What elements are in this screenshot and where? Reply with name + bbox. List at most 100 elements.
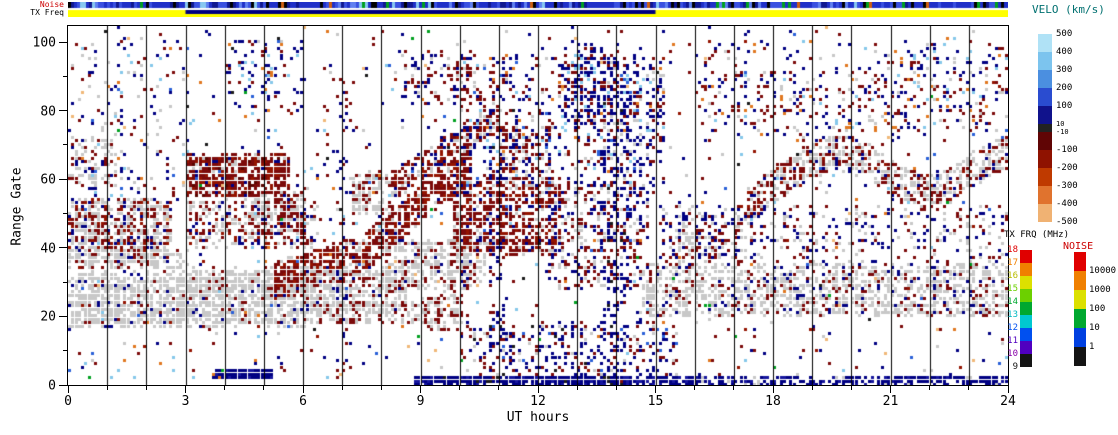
y-tick-label: 40 xyxy=(40,241,56,257)
noise-txfreq-strip-canvas xyxy=(68,2,1008,17)
x-tick-minor xyxy=(968,386,970,390)
y-tick-major xyxy=(59,41,68,43)
noise-colorbar-segment xyxy=(1074,290,1086,309)
velocity-colorbar-segment xyxy=(1038,88,1052,106)
x-tick-label: 12 xyxy=(530,394,546,409)
velocity-legend-label: -300 xyxy=(1056,181,1078,191)
x-tick-minor xyxy=(811,386,813,390)
x-tick-minor xyxy=(850,386,852,390)
noise-legend-label: 1000 xyxy=(1089,285,1111,295)
x-axis-label: UT hours xyxy=(506,410,570,425)
velocity-colorbar-segment xyxy=(1038,124,1052,132)
txfreq-colorbar-segment xyxy=(1020,315,1032,328)
x-tick-minor xyxy=(694,386,696,390)
x-tick-major xyxy=(772,386,774,393)
x-tick-label: 24 xyxy=(1000,394,1016,409)
velocity-colorbar-segment xyxy=(1038,132,1052,150)
noise-legend-label: 10 xyxy=(1089,323,1100,333)
x-tick-minor xyxy=(263,386,265,390)
y-tick-label: 100 xyxy=(32,35,56,51)
txfreq-legend-label: 18 xyxy=(1007,245,1018,255)
y-tick-minor xyxy=(63,75,68,77)
txfreq-colorbar-segment xyxy=(1020,250,1032,263)
y-tick-major xyxy=(59,178,68,180)
velocity-legend-title: VELO (km/s) xyxy=(1032,3,1105,16)
y-tick-label: 0 xyxy=(48,378,56,394)
txfreq-colorbar-segment xyxy=(1020,276,1032,289)
velocity-colorbar-segment xyxy=(1038,52,1052,70)
txfreq-legend-label: 11 xyxy=(1007,336,1018,346)
x-tick-label: 18 xyxy=(765,394,781,409)
velocity-colorbar-segment xyxy=(1038,150,1052,168)
velocity-legend-label: -200 xyxy=(1056,163,1078,173)
velocity-colorbar-segment xyxy=(1038,34,1052,52)
x-tick-label: 6 xyxy=(299,394,307,409)
velocity-legend-label: 300 xyxy=(1056,65,1073,75)
noise-legend-title: NOISE xyxy=(1063,241,1094,252)
y-tick-major xyxy=(59,384,68,386)
txfreq-colorbar-segment xyxy=(1020,302,1032,315)
velocity-legend-label: 200 xyxy=(1056,83,1073,93)
noise-colorbar-segment xyxy=(1074,328,1086,347)
range-time-scatter-canvas xyxy=(68,26,1008,385)
txfreq-legend-label: 17 xyxy=(1007,258,1018,268)
noise-legend-label: 100 xyxy=(1089,304,1106,314)
txfreq-colorbar-segment xyxy=(1020,289,1032,302)
txfreq-colorbar xyxy=(1020,250,1032,367)
velocity-legend-label: -10 xyxy=(1056,128,1069,136)
x-tick-major xyxy=(655,386,656,393)
noise-colorbar xyxy=(1074,252,1086,366)
x-tick-minor xyxy=(341,386,343,390)
velocity-colorbar-segment xyxy=(1038,186,1052,204)
y-tick-major xyxy=(59,110,68,112)
x-tick-label: 0 xyxy=(64,394,72,409)
velocity-legend-label: -500 xyxy=(1056,217,1078,227)
txfreq-colorbar-segment xyxy=(1020,328,1032,341)
noise-strip-label: Noise xyxy=(39,0,64,9)
x-tick-major xyxy=(537,386,539,393)
velocity-legend-label: 100 xyxy=(1056,101,1073,111)
txfreq-legend-title: TX FRQ (MHz) xyxy=(1004,230,1070,240)
x-tick-minor xyxy=(576,386,578,390)
x-tick-minor xyxy=(615,386,617,390)
txfreq-legend-label: 15 xyxy=(1007,284,1018,294)
x-tick-minor xyxy=(733,386,735,390)
noise-colorbar-segment xyxy=(1074,271,1086,290)
txfreq-legend-label: 12 xyxy=(1007,323,1018,333)
txfreq-legend-label: 13 xyxy=(1007,310,1018,320)
x-tick-minor xyxy=(459,386,461,390)
velocity-colorbar-segment xyxy=(1038,168,1052,186)
x-tick-major xyxy=(890,386,891,393)
y-tick-label: 60 xyxy=(40,172,56,188)
txfreq-colorbar-segment xyxy=(1020,341,1032,354)
x-tick-minor xyxy=(145,386,147,390)
txfreq-legend-label: 10 xyxy=(1007,349,1018,359)
x-tick-minor xyxy=(380,386,382,390)
x-tick-major xyxy=(1007,386,1009,393)
noise-legend-label: 10000 xyxy=(1089,266,1117,276)
x-tick-label: 3 xyxy=(181,394,190,409)
noise-colorbar-segment xyxy=(1074,347,1086,366)
y-tick-label: 20 xyxy=(40,309,56,325)
x-tick-minor xyxy=(106,386,108,390)
x-tick-major xyxy=(185,386,186,393)
velocity-legend-label: 500 xyxy=(1056,29,1073,39)
velocity-legend-label: -100 xyxy=(1056,145,1078,155)
x-tick-major xyxy=(67,386,69,393)
y-tick-minor xyxy=(63,213,68,214)
y-tick-minor xyxy=(63,350,68,352)
y-tick-major xyxy=(59,315,68,317)
txfreq-legend-label: 16 xyxy=(1007,271,1018,281)
velocity-colorbar-segment xyxy=(1038,106,1052,124)
velocity-legend-label: -400 xyxy=(1056,199,1078,209)
x-tick-major xyxy=(302,386,304,393)
x-tick-label: 15 xyxy=(647,394,664,409)
x-tick-minor xyxy=(224,386,226,390)
velocity-colorbar-segment xyxy=(1038,204,1052,222)
txfreq-legend-label: 9 xyxy=(1012,362,1018,372)
x-tick-label: 21 xyxy=(882,394,899,409)
plot-frame xyxy=(67,25,1009,386)
x-tick-major xyxy=(420,386,421,393)
velocity-colorbar-segment xyxy=(1038,70,1052,88)
